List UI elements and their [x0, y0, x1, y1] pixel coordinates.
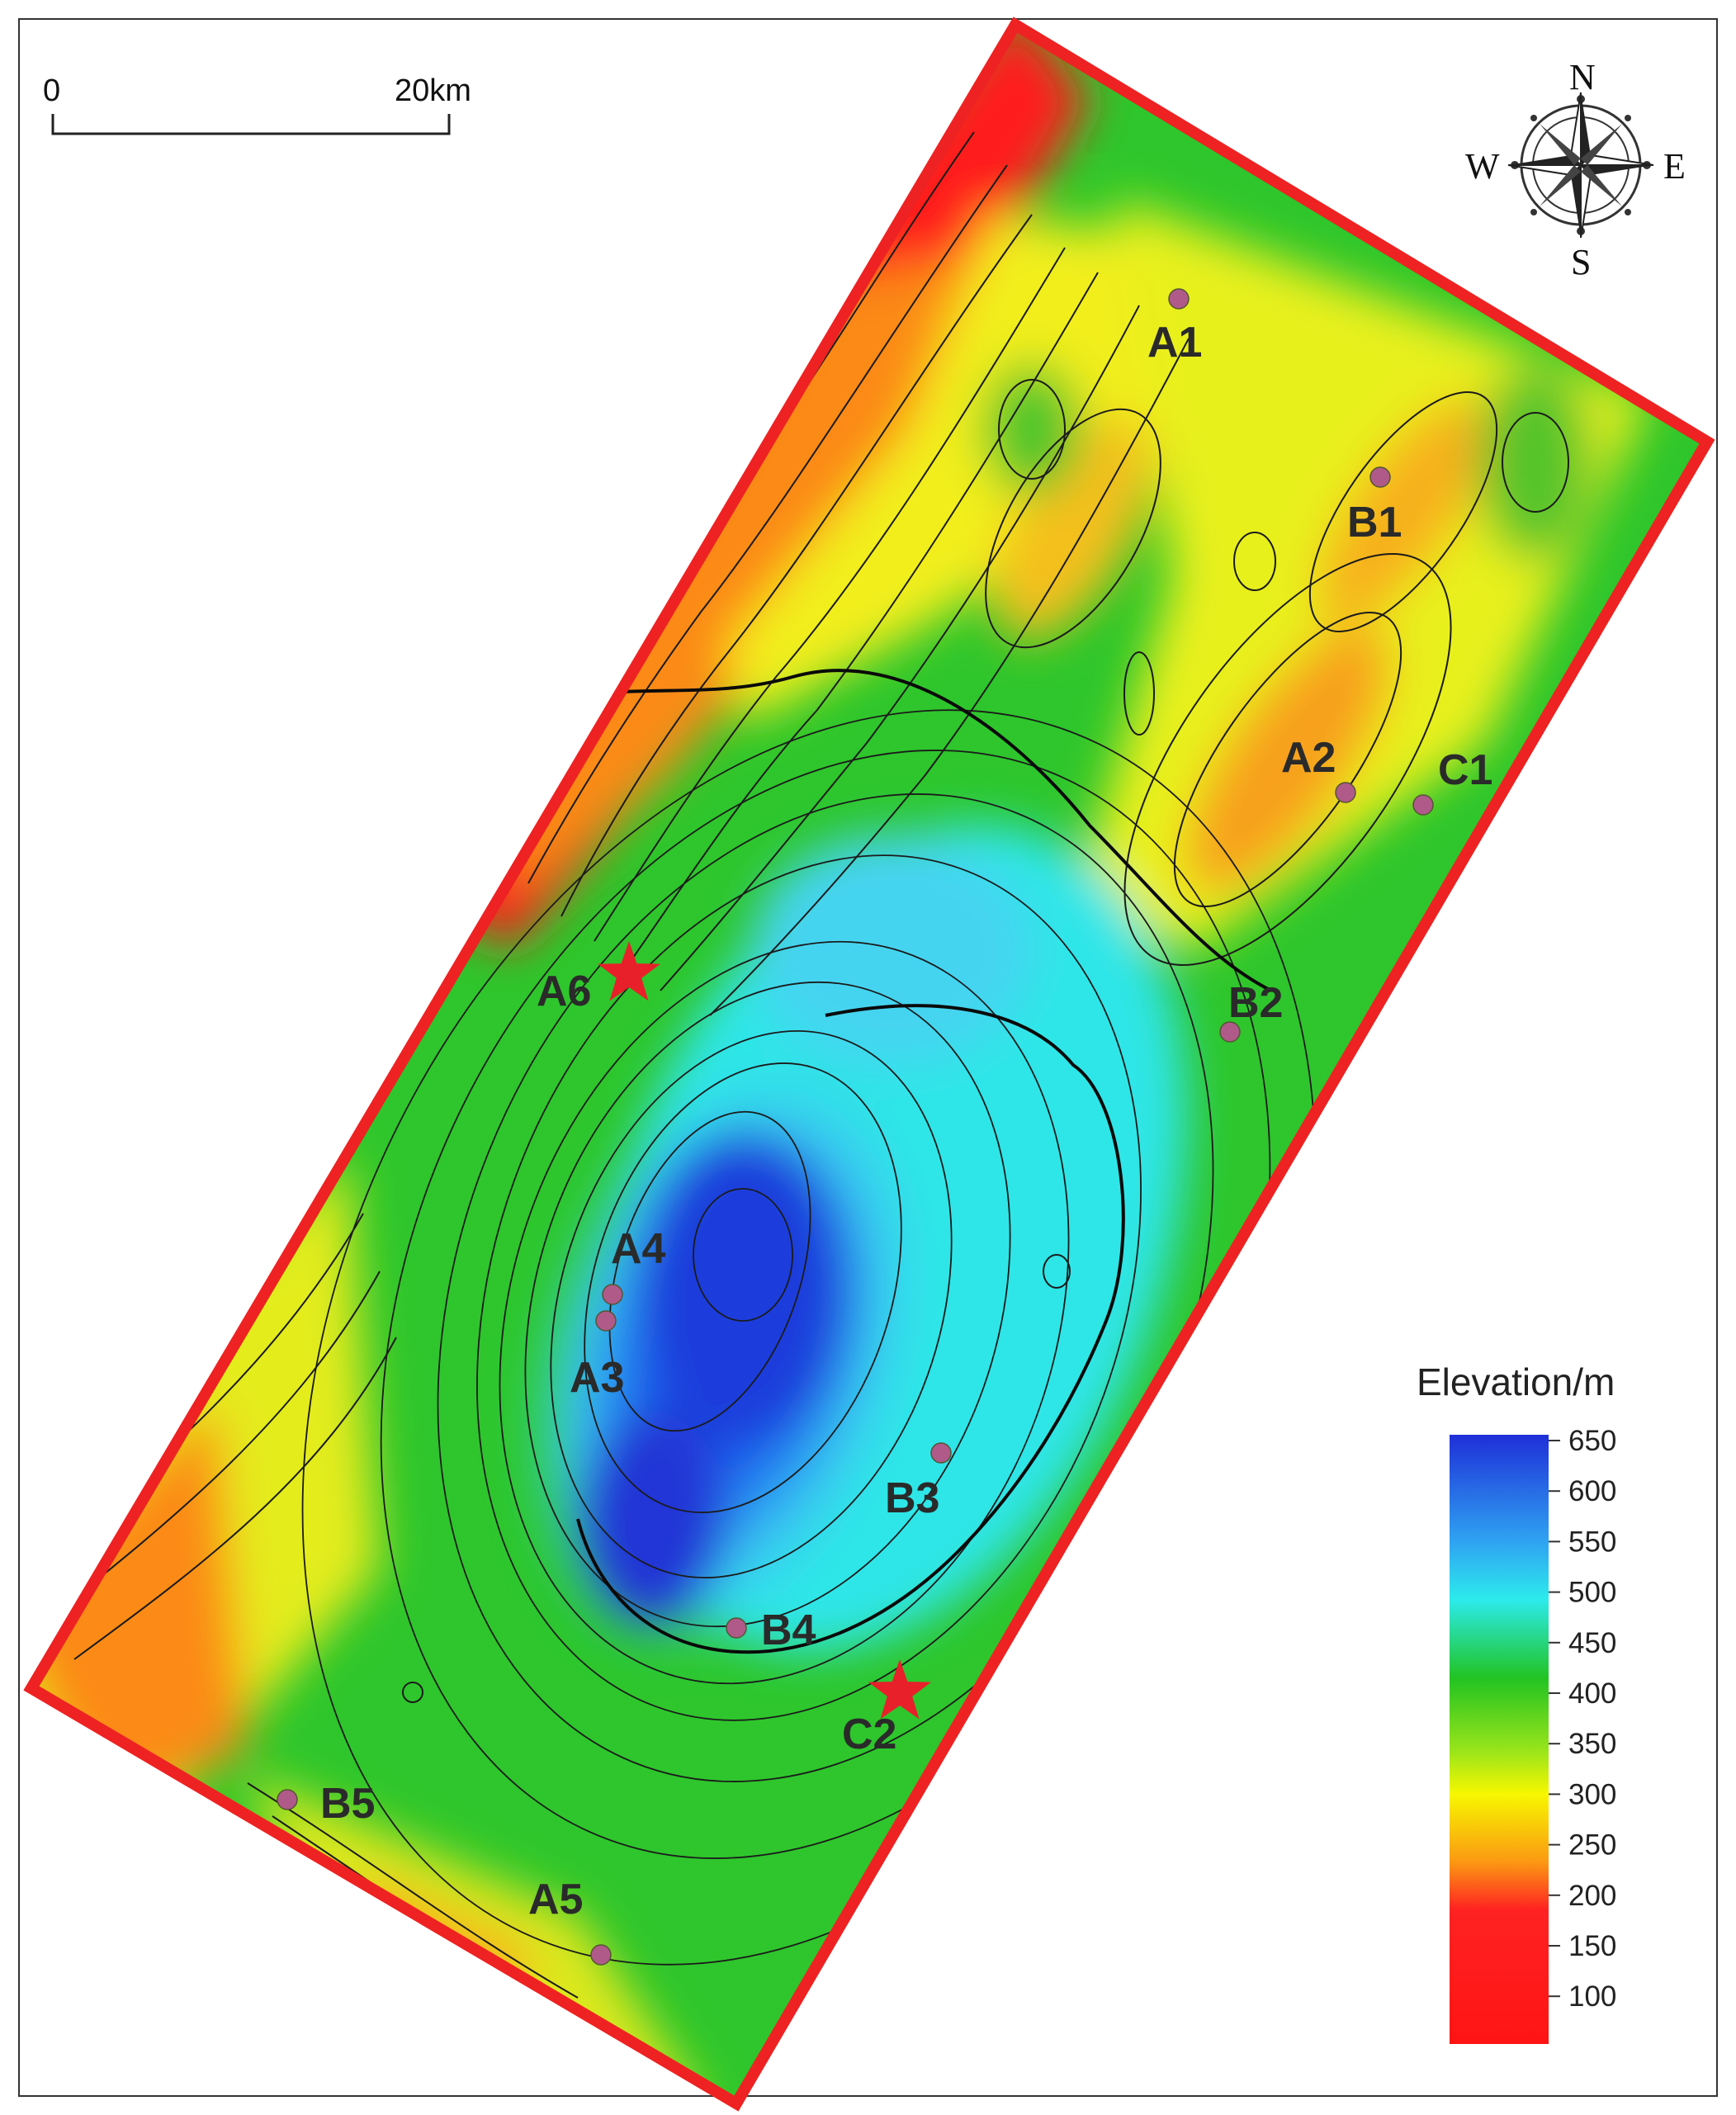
- well-a1-label: A1: [1147, 319, 1202, 367]
- compass-e: E: [1663, 146, 1686, 187]
- legend-title: Elevation/m: [1417, 1360, 1615, 1403]
- well-a2-label: A2: [1281, 734, 1336, 782]
- well-a6-label: A6: [537, 968, 591, 1015]
- legend-tick-label: 400: [1568, 1677, 1616, 1710]
- well-markers: A1 B1 A2 C1 A6 B2 A4 A3 B3 B4 C2 B5 A5: [277, 288, 1492, 1966]
- legend-tick-label: 350: [1568, 1728, 1616, 1760]
- well-a4-label: A4: [611, 1225, 666, 1273]
- elevation-legend: Elevation/m 650 600 550 500 450 400 350 300 250 2…: [1417, 1360, 1616, 2044]
- scale-bar: 0 20km: [43, 73, 471, 135]
- legend-colorbar: [1450, 1435, 1549, 2044]
- legend-tick-label: 650: [1568, 1425, 1616, 1457]
- compass-w: W: [1465, 146, 1500, 187]
- legend-tick-label: 500: [1568, 1577, 1616, 1609]
- legend-tick-label: 450: [1568, 1627, 1616, 1659]
- well-b5-label: B5: [320, 1780, 375, 1828]
- well-b4-label: B4: [761, 1606, 816, 1654]
- well-b1-marker[interactable]: [1369, 466, 1391, 488]
- well-a3-marker[interactable]: [595, 1310, 617, 1332]
- well-b5-marker[interactable]: [277, 1789, 298, 1810]
- well-c1-label: C1: [1438, 746, 1492, 794]
- well-b1-label: B1: [1347, 499, 1402, 546]
- well-b3-label: B3: [885, 1474, 939, 1522]
- legend-ticks: 650 600 550 500 450 400 350 300 250 200 150 100: [1549, 1425, 1616, 2013]
- well-a5-label: A5: [528, 1876, 583, 1923]
- well-b2-marker[interactable]: [1219, 1021, 1241, 1043]
- well-b3-marker[interactable]: [930, 1442, 952, 1464]
- well-c2-star-icon[interactable]: [868, 1659, 931, 1720]
- legend-tick-label: 200: [1568, 1880, 1616, 1912]
- well-c1-marker[interactable]: [1412, 794, 1434, 816]
- legend-tick-label: 550: [1568, 1526, 1616, 1558]
- compass-rose-icon: N S E W: [1465, 57, 1686, 282]
- scale-end-label: 20km: [395, 73, 471, 108]
- well-b2-label: B2: [1228, 979, 1283, 1027]
- well-a5-marker[interactable]: [590, 1944, 612, 1966]
- well-a4-marker[interactable]: [602, 1284, 623, 1305]
- well-a2-marker[interactable]: [1335, 782, 1356, 803]
- legend-tick-label: 150: [1568, 1930, 1616, 1962]
- map-frame: [18, 18, 1718, 2097]
- scale-start-label: 0: [43, 73, 60, 108]
- well-a3-label: A3: [570, 1354, 624, 1402]
- well-b4-marker[interactable]: [726, 1617, 747, 1639]
- survey-boundary: [23, 17, 1715, 2112]
- legend-tick-label: 300: [1568, 1778, 1616, 1810]
- compass-s: S: [1571, 242, 1591, 282]
- well-a1-marker[interactable]: [1168, 288, 1190, 310]
- legend-tick-label: 100: [1568, 1980, 1616, 2013]
- well-c2-label: C2: [842, 1710, 896, 1758]
- compass-n: N: [1569, 57, 1596, 97]
- legend-tick-label: 250: [1568, 1829, 1616, 1862]
- well-a6-star-icon[interactable]: [598, 941, 660, 1001]
- legend-tick-label: 600: [1568, 1475, 1616, 1507]
